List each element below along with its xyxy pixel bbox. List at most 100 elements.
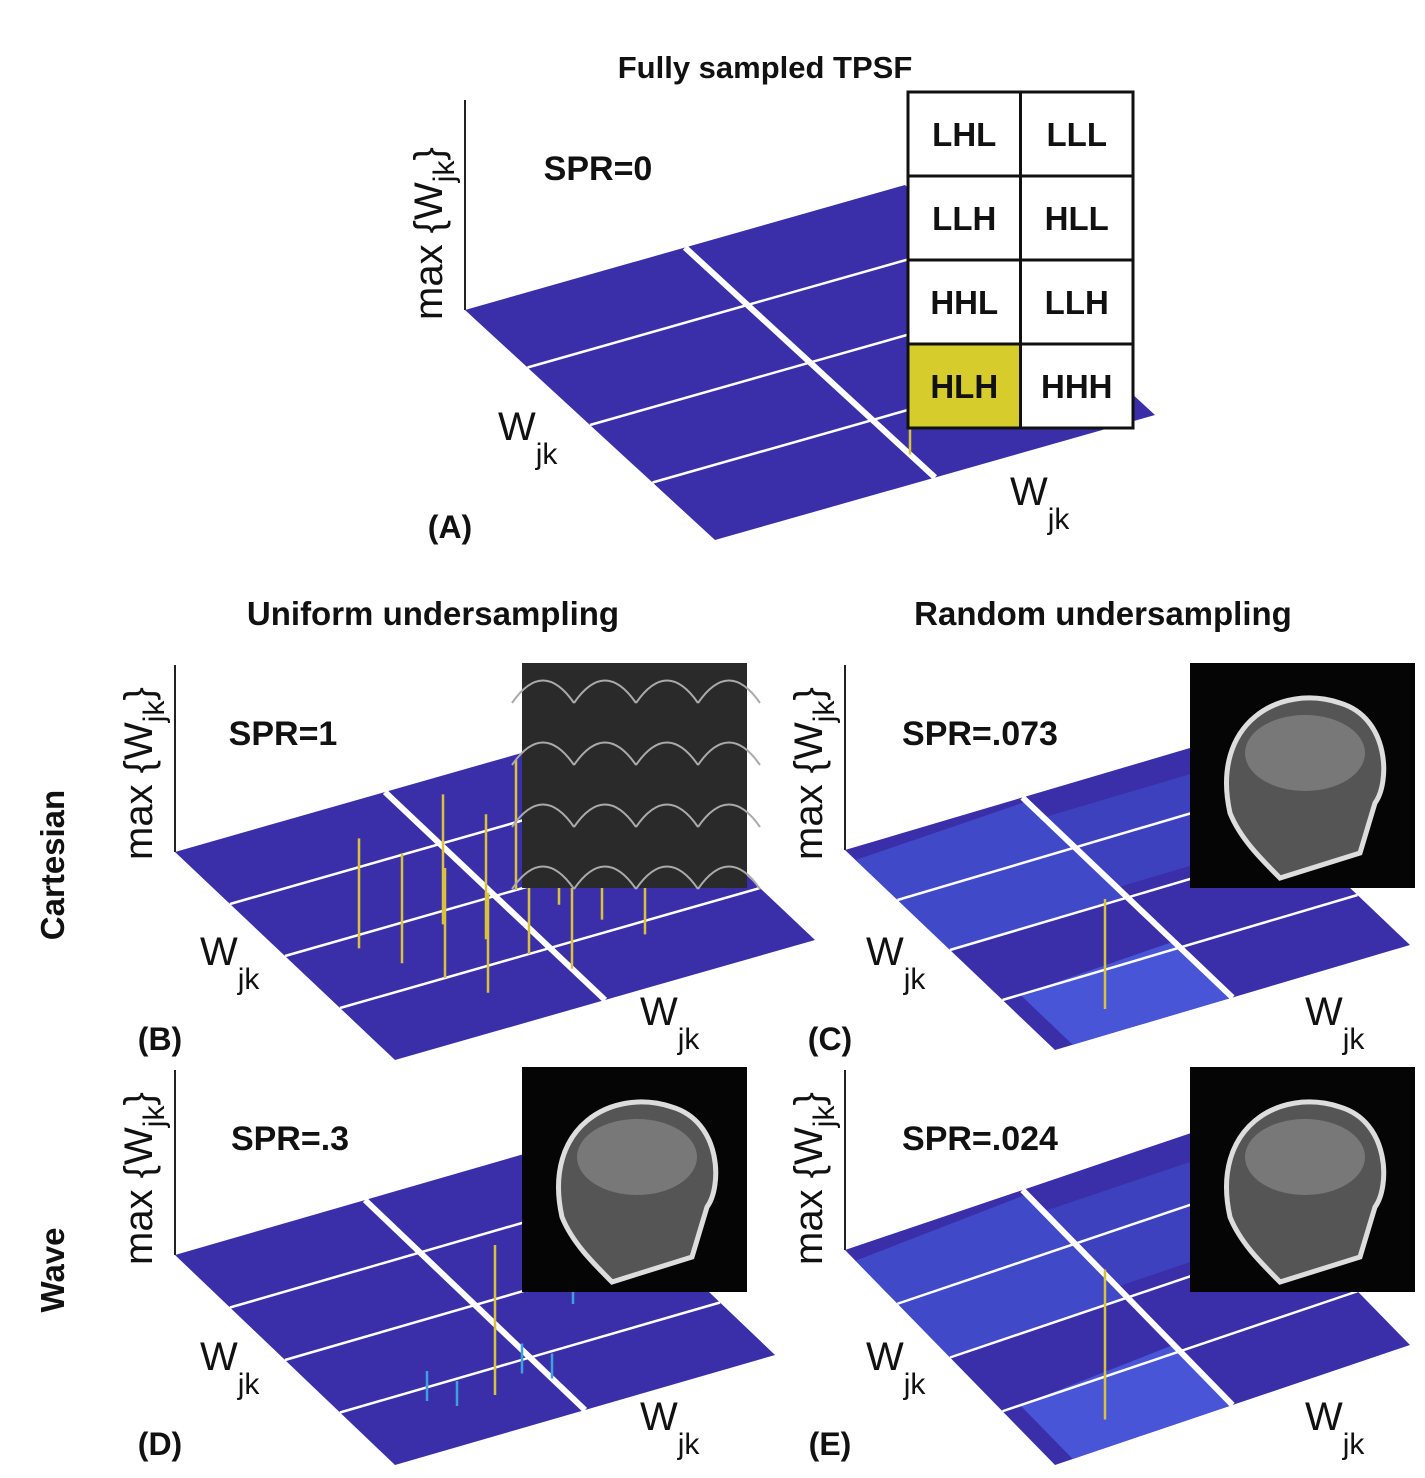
z-axis-end: }	[787, 687, 831, 700]
z-axis-end: }	[117, 1092, 161, 1105]
alias-arc	[511, 741, 575, 766]
y-axis-label: Wjk	[866, 930, 926, 996]
table-cell-text: LHL	[932, 116, 996, 153]
alias-arc	[511, 865, 575, 890]
z-axis-end: }	[117, 687, 161, 700]
spr-label: SPR=1	[229, 715, 338, 753]
y-axis-label: Wjk	[498, 405, 558, 471]
table-cell-text: HLL	[1045, 200, 1109, 237]
z-axis-sub: jk	[808, 700, 841, 724]
z-axis-main: max {W	[117, 1127, 161, 1265]
spr-label: SPR=.024	[902, 1120, 1058, 1158]
z-axis-sub: jk	[138, 1105, 171, 1129]
x-axis-sub: jk	[677, 1023, 701, 1056]
table-cell	[906, 258, 1022, 346]
z-axis-sub: jk	[428, 160, 461, 184]
y-axis-sub: jk	[237, 1368, 261, 1401]
panel-label: (B)	[138, 1021, 182, 1057]
y-axis-main: W	[200, 930, 238, 974]
z-axis-main: max {W	[117, 722, 161, 860]
band-divider	[1020, 1187, 1235, 1408]
alias-arc	[511, 679, 575, 704]
panel-label: (A)	[428, 509, 472, 545]
alias-arc	[635, 741, 699, 766]
row-title: Cartesian	[34, 790, 71, 940]
alias-arc	[511, 803, 575, 828]
table-cell-text: HLH	[930, 368, 998, 405]
z-axis-label: max {Wjk}	[117, 1092, 171, 1265]
alias-arc	[697, 741, 761, 766]
noise-region	[855, 1194, 1128, 1358]
table-cell	[1019, 90, 1135, 178]
table-cell	[906, 90, 1022, 178]
z-axis-main: max {W	[787, 722, 831, 860]
figure-title: Fully sampled TPSF	[618, 50, 913, 85]
noise-region	[1020, 941, 1233, 1045]
x-axis-main: W	[1010, 470, 1048, 514]
x-axis-main: W	[1305, 990, 1343, 1034]
x-axis-main: W	[640, 990, 678, 1034]
z-axis-sub: jk	[138, 700, 171, 724]
panel-label: (E)	[809, 1426, 852, 1462]
y-axis-sub: jk	[903, 1368, 927, 1401]
z-axis-main: max {W	[407, 182, 451, 320]
y-axis-label: Wjk	[200, 930, 260, 996]
band-divider	[1020, 795, 1235, 1000]
panel-label: (D)	[138, 1426, 182, 1462]
spr-label: SPR=.3	[231, 1120, 349, 1158]
alias-arc	[697, 803, 761, 828]
panel-label: (C)	[808, 1021, 852, 1057]
x-axis-sub: jk	[1047, 503, 1071, 536]
alias-arc	[573, 865, 637, 890]
x-axis-sub: jk	[1342, 1023, 1366, 1056]
noise-region	[855, 801, 1128, 950]
y-axis-sub: jk	[535, 438, 559, 471]
band-divider	[682, 245, 938, 480]
alias-arc	[635, 679, 699, 704]
y-axis-main: W	[200, 1335, 238, 1379]
y-axis-label: Wjk	[866, 1335, 926, 1401]
x-axis-main: W	[1305, 1395, 1343, 1439]
band-divider	[362, 1197, 588, 1413]
y-axis-main: W	[866, 930, 904, 974]
x-axis-sub: jk	[1342, 1428, 1366, 1461]
z-axis-end: }	[787, 1092, 831, 1105]
z-axis-main: max {W	[787, 1127, 831, 1265]
x-axis-main: W	[640, 1395, 678, 1439]
spr-label: SPR=.073	[902, 715, 1058, 753]
brain	[1245, 715, 1365, 791]
z-axis-label: max {Wjk}	[787, 1092, 841, 1265]
table-cell-text: HHL	[930, 284, 998, 321]
brain	[1245, 1119, 1365, 1195]
alias-arc	[697, 865, 761, 890]
x-axis-label: Wjk	[1305, 1395, 1365, 1461]
alias-arc	[573, 679, 637, 704]
alias-arc	[573, 803, 637, 828]
table-cell-text: LLH	[932, 200, 996, 237]
alias-arc	[635, 803, 699, 828]
table-cell	[1019, 342, 1135, 430]
brain	[577, 1119, 697, 1195]
column-title: Random undersampling	[914, 595, 1292, 632]
z-axis-label: max {Wjk}	[117, 687, 171, 860]
alias-arc	[697, 679, 761, 704]
table-cell-text: LLL	[1047, 116, 1107, 153]
table-cell	[1019, 174, 1135, 262]
z-axis-label: max {Wjk}	[787, 687, 841, 860]
alias-arc	[573, 741, 637, 766]
x-axis-label: Wjk	[1010, 470, 1070, 536]
z-axis-end: }	[407, 147, 451, 160]
table-cell-text: LLH	[1045, 284, 1109, 321]
y-axis-sub: jk	[903, 963, 927, 996]
row-title: Wave	[34, 1228, 71, 1313]
y-axis-sub: jk	[237, 963, 261, 996]
noise-region	[1020, 1344, 1233, 1459]
y-axis-label: Wjk	[200, 1335, 260, 1401]
y-axis-main: W	[498, 405, 536, 449]
band-divider	[382, 789, 608, 1003]
z-axis-label: max {Wjk}	[407, 147, 461, 320]
table-cell	[906, 342, 1022, 430]
x-axis-sub: jk	[677, 1428, 701, 1461]
alias-arc	[635, 865, 699, 890]
